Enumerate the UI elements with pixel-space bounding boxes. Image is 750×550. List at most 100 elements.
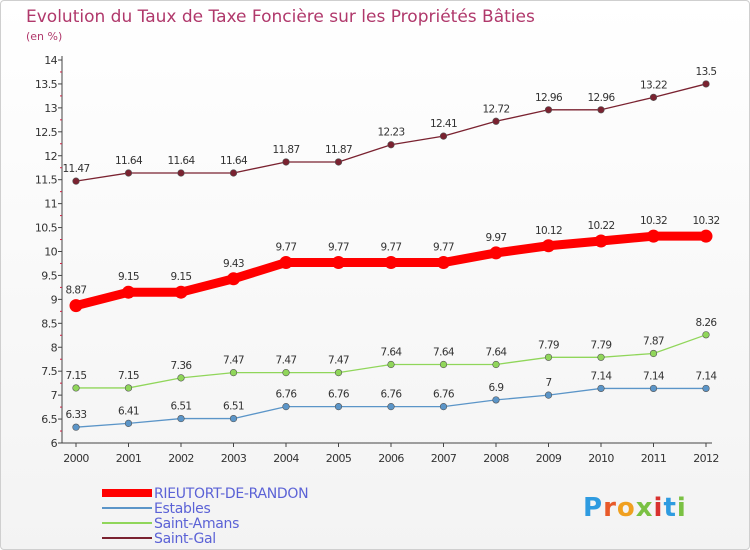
data-label: 11.87 (272, 144, 299, 156)
series-rieutort-de-randon: 8.87 9.15 9.15 9.43 9.77 9.77 9.77 9.77 9.97 10.1… (66, 215, 720, 313)
series-estables: 6.33 6.41 6.51 6.51 6.76 6.76 6.76 6.76 6.9 7 7.14… (66, 370, 718, 431)
legend-label: Saint-Gal (154, 531, 216, 547)
data-point (544, 391, 553, 399)
data-label: 9.15 (118, 271, 139, 283)
y-tick-label: 8.5 (41, 317, 57, 330)
x-tick-label: 2001 (116, 452, 142, 465)
data-point (177, 414, 185, 423)
y-tick-label: 7.5 (41, 365, 57, 378)
logo-letter: x (636, 493, 654, 523)
data-label: 7.15 (66, 370, 87, 382)
data-label: 13.5 (696, 66, 717, 78)
logo-letter: r (603, 493, 617, 523)
data-point (332, 256, 345, 270)
data-label: 7.47 (223, 355, 244, 367)
y-tick-label: 14 (44, 54, 57, 67)
y-tick-label: 11 (44, 198, 57, 211)
data-point (542, 239, 555, 253)
y-tick-label: 12 (44, 150, 57, 163)
data-point (597, 353, 605, 361)
data-label: 11.87 (325, 144, 352, 156)
logo-letter: o (617, 493, 636, 523)
data-label: 11.64 (115, 155, 143, 167)
logo-letter: i (654, 493, 664, 523)
data-label: 12.96 (535, 92, 563, 104)
data-label: 6.76 (381, 389, 403, 401)
logo-letter: P (583, 493, 603, 523)
data-point (702, 80, 710, 88)
data-point (124, 419, 133, 427)
data-label: 11.64 (167, 155, 195, 167)
logo-text: Proxiti (583, 493, 687, 523)
data-point (227, 272, 240, 286)
y-tick-label: 11.5 (35, 174, 58, 187)
y-tick-label: 9 (51, 293, 58, 306)
legend-label: Estables (154, 501, 211, 517)
data-point (594, 234, 608, 248)
y-tick-label: 9.5 (41, 269, 57, 282)
data-label: 9.43 (223, 258, 244, 270)
x-tick-label: 2000 (63, 452, 89, 465)
data-label: 10.22 (587, 220, 614, 232)
data-label: 9.77 (433, 242, 454, 254)
data-point (649, 93, 658, 101)
data-label: 7.64 (433, 346, 455, 358)
data-label: 7.14 (643, 370, 665, 382)
data-point (72, 384, 80, 392)
data-point (72, 423, 80, 431)
data-label: 7.64 (486, 346, 508, 358)
data-label: 6.51 (223, 401, 244, 413)
x-tick-label: 2012 (693, 452, 719, 465)
data-point (334, 158, 343, 166)
data-point (229, 169, 238, 177)
y-tick-label: 10.5 (35, 222, 58, 235)
y-tick-label: 10 (44, 246, 57, 259)
x-tick-label: 2010 (588, 452, 614, 465)
proxiti-logo: Proxiti (583, 493, 687, 523)
data-label: 9.77 (328, 242, 349, 254)
data-label: 7.79 (538, 339, 559, 351)
data-label: 6.41 (118, 405, 139, 417)
y-tick-label: 13 (44, 102, 57, 115)
x-tick-label: 2002 (168, 452, 194, 465)
data-point (124, 169, 133, 177)
data-point (334, 369, 343, 377)
x-tick-label: 2007 (431, 452, 457, 465)
data-label: 7.64 (381, 346, 403, 358)
data-point (437, 256, 450, 270)
data-label: 7.87 (643, 335, 664, 347)
data-point (279, 256, 293, 270)
data-label: 6.51 (171, 401, 192, 413)
data-label: 7.47 (328, 355, 349, 367)
logo-letter: t (663, 493, 676, 523)
data-label: 6.76 (328, 389, 350, 401)
data-point (229, 414, 238, 423)
data-label: 9.77 (381, 242, 402, 254)
data-point (544, 353, 553, 361)
data-point (492, 360, 500, 369)
y-tick-label: 6 (51, 437, 58, 450)
y-tick-label: 13.5 (35, 78, 58, 91)
data-point (439, 360, 448, 369)
data-point (597, 106, 605, 114)
data-label: 12.41 (430, 118, 457, 130)
data-point (282, 403, 290, 411)
data-point (122, 285, 135, 299)
x-tick-label: 2009 (536, 452, 562, 465)
data-label: 12.23 (377, 127, 404, 139)
data-point (174, 285, 188, 299)
chart-title: Evolution du Taux de Taxe Foncière sur l… (26, 7, 535, 27)
data-label: 9.97 (486, 232, 507, 244)
data-label: 7.14 (696, 370, 718, 382)
data-point (649, 384, 658, 393)
data-label: 9.15 (171, 271, 192, 283)
x-tick-label: 2006 (378, 452, 404, 465)
x-tick-label: 2004 (273, 452, 299, 465)
data-point (492, 396, 500, 404)
data-label: 10.12 (535, 225, 562, 237)
series-saint-amans: 7.15 7.15 7.36 7.47 7.47 7.47 7.64 7.64 7.64 7.79… (66, 317, 718, 392)
data-point (544, 106, 553, 114)
axes: 6 6.5 7 7.5 8 8.5 9 9.5 10 10.5 11 11.5 12 12.5 13 13.5… (35, 54, 719, 465)
